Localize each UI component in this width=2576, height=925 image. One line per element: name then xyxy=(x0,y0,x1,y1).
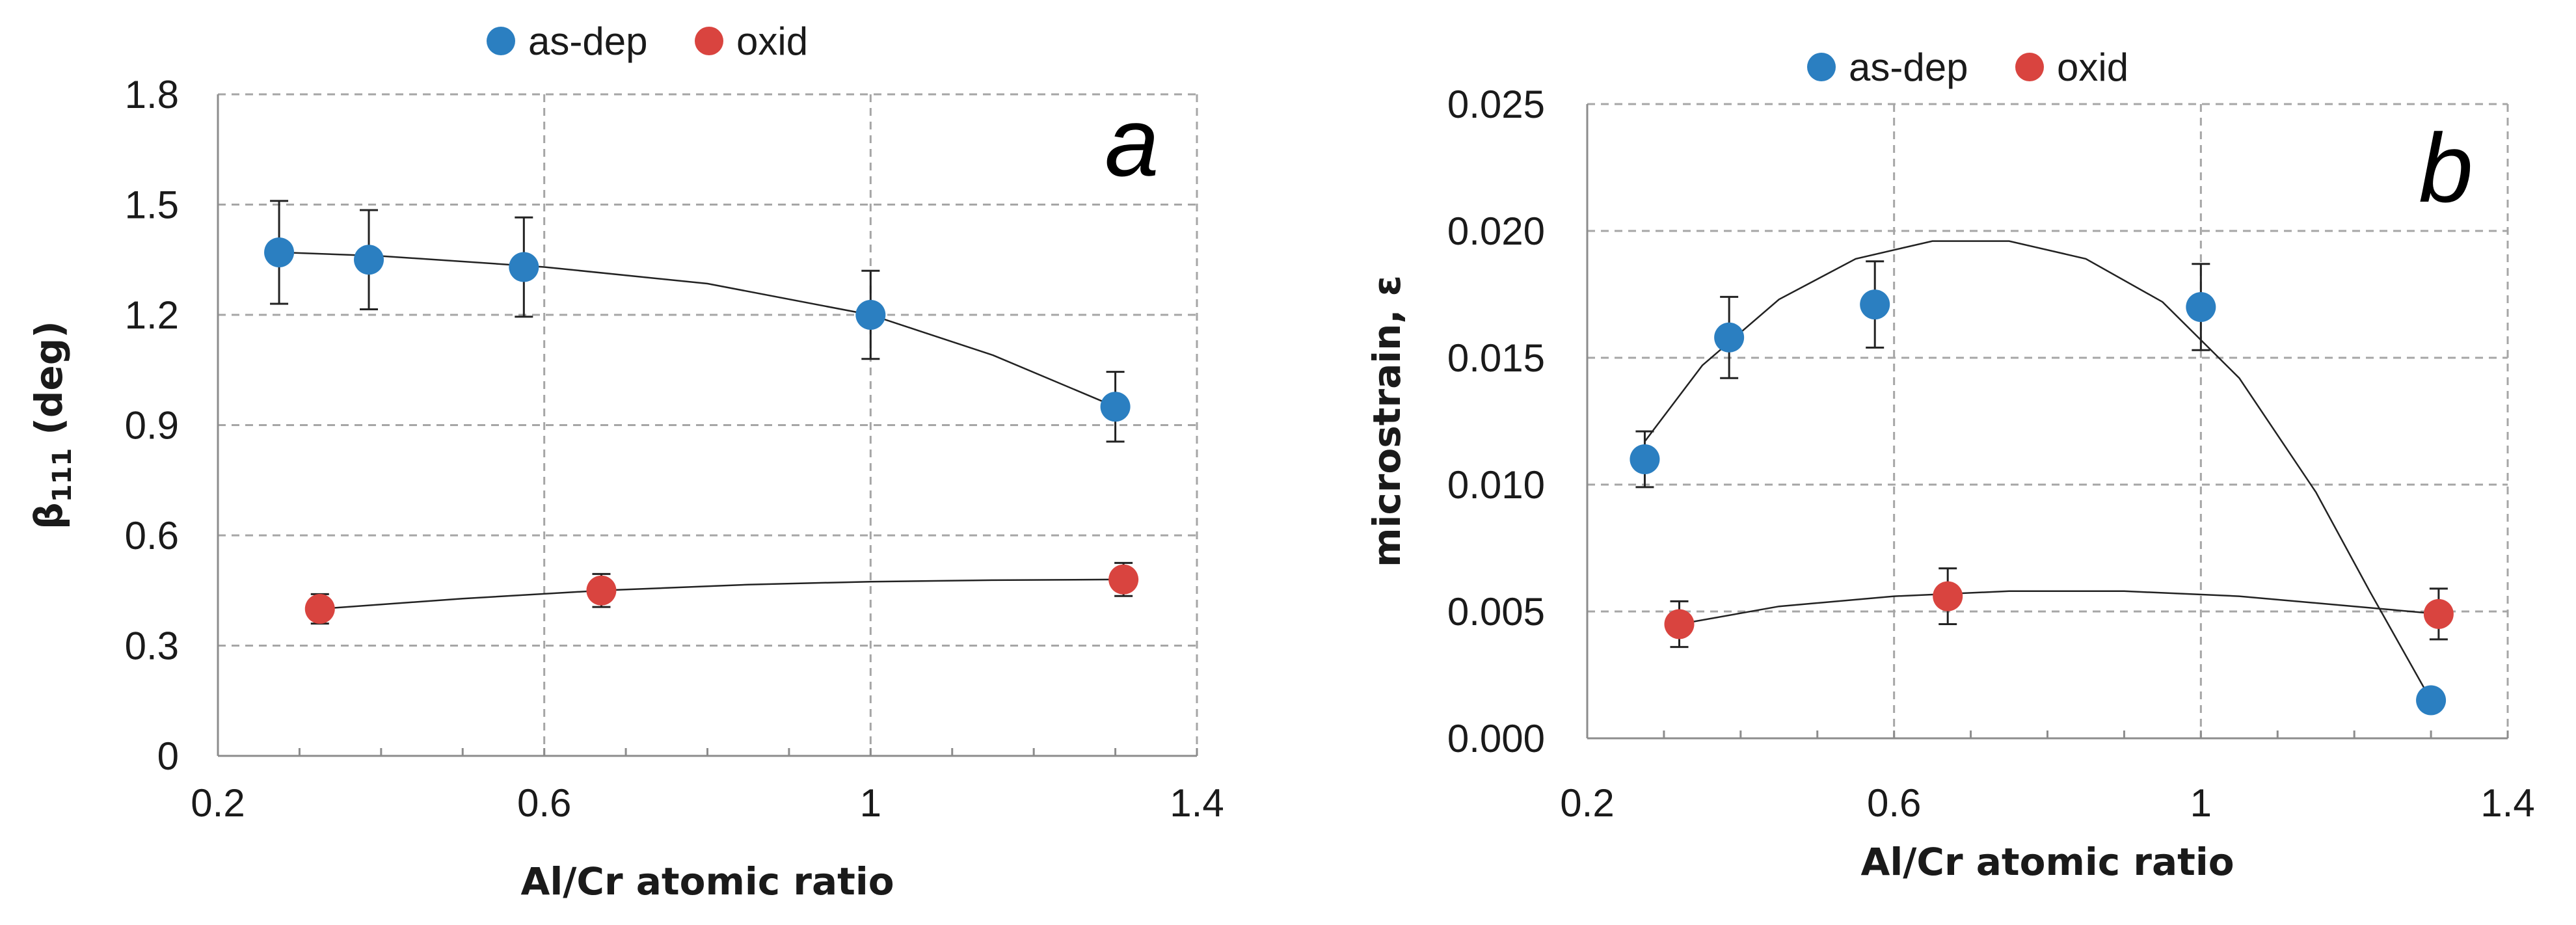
chart-b-legend-marker-as-dep xyxy=(1807,53,1836,81)
chart-a-point-as-dep xyxy=(855,300,886,330)
chart-a-ylabel-rest: (deg) xyxy=(27,321,71,448)
chart-a-xlabel: Al/Cr atomic ratio xyxy=(520,859,894,904)
chart-a-legend-marker-oxid xyxy=(695,27,723,55)
chart-b-legend-marker-oxid xyxy=(2015,53,2044,81)
chart-b-panel-letter: b xyxy=(2419,113,2473,222)
chart-a-ylabel: β111 (deg) xyxy=(27,321,77,530)
chart-a-xtick-label: 0.6 xyxy=(517,781,571,825)
chart-b-ytick-label: 0.020 xyxy=(1447,209,1545,253)
chart-a-panel-letter: a xyxy=(1105,87,1159,196)
chart-a-point-oxid xyxy=(586,575,617,606)
chart-a-legend-label-oxid: oxid xyxy=(736,20,808,63)
chart-a-ytick-label: 0.9 xyxy=(125,404,179,448)
chart-a-ytick-label: 1.5 xyxy=(125,183,179,227)
chart-b-point-as-dep xyxy=(1860,289,1890,320)
chart-a-xtick-label: 1 xyxy=(860,781,881,825)
chart-b-point-oxid xyxy=(2423,598,2454,629)
chart-panel-b: 0.000 0.005 0.010 0.015 0.020 0.025 0.2 0.6 1 1.4… xyxy=(1365,46,2535,884)
chart-b-ytick-label: 0.000 xyxy=(1447,717,1545,760)
chart-a-xtick-label: 0.2 xyxy=(191,781,245,825)
chart-b-ytick-label: 0.005 xyxy=(1447,590,1545,634)
chart-a-trendline-oxid xyxy=(319,578,1124,610)
chart-a-point-as-dep xyxy=(1100,392,1131,422)
chart-a-legend-label-as-dep: as-dep xyxy=(528,20,647,63)
chart-b-xtick-label: 0.6 xyxy=(1867,781,1921,825)
chart-b-point-as-dep xyxy=(1630,444,1660,474)
chart-b-ytick-label: 0.025 xyxy=(1447,83,1545,126)
chart-a-point-as-dep xyxy=(354,245,384,275)
chart-a-ylabel-sub: 111 xyxy=(47,448,77,503)
chart-a-point-as-dep xyxy=(264,237,295,267)
chart-b-xtick-label: 0.2 xyxy=(1560,781,1614,825)
chart-b-trendline-oxid xyxy=(1679,590,2439,625)
chart-b-xlabel: Al/Cr atomic ratio xyxy=(1860,840,2234,884)
chart-b-ytick-label: 0.010 xyxy=(1447,463,1545,507)
chart-a-ytick-label: 1.2 xyxy=(125,293,179,337)
chart-b-trendline-as-dep xyxy=(1644,240,2432,701)
chart-a-ytick-label: 0 xyxy=(157,734,179,778)
chart-a-point-oxid xyxy=(1108,564,1139,595)
chart-a-ylabel-main: β xyxy=(27,502,71,530)
chart-b-point-as-dep xyxy=(2186,292,2216,322)
chart-panel-a: 0 0.3 0.6 0.9 1.2 1.5 1.8 0.2 0.6 1 1.4 Al/Cr atomi… xyxy=(27,20,1224,904)
chart-a-xtick-label: 1.4 xyxy=(1170,781,1224,825)
chart-b-ytick-label: 0.015 xyxy=(1447,336,1545,380)
chart-a-trendline-as-dep xyxy=(279,251,1116,408)
chart-b-point-as-dep xyxy=(2416,685,2447,716)
chart-a-point-as-dep xyxy=(509,252,539,282)
chart-a-legend-marker-as-dep xyxy=(487,27,515,55)
chart-a-point-oxid xyxy=(304,594,335,624)
chart-b-legend-label-oxid: oxid xyxy=(2057,46,2128,89)
chart-b-point-as-dep xyxy=(1714,322,1745,353)
chart-b-xtick-label: 1.4 xyxy=(2480,781,2534,825)
chart-a-ytick-label: 0.6 xyxy=(125,514,179,557)
chart-b-legend-label-as-dep: as-dep xyxy=(1849,46,1968,89)
chart-b-point-oxid xyxy=(1933,581,1963,611)
chart-a-ytick-label: 0.3 xyxy=(125,624,179,668)
chart-a-ytick-label: 1.8 xyxy=(125,73,179,116)
chart-b-xtick-label: 1 xyxy=(2190,781,2212,825)
chart-b-point-oxid xyxy=(1664,609,1695,639)
chart-b-ylabel: microstrain, ε xyxy=(1365,275,1409,567)
